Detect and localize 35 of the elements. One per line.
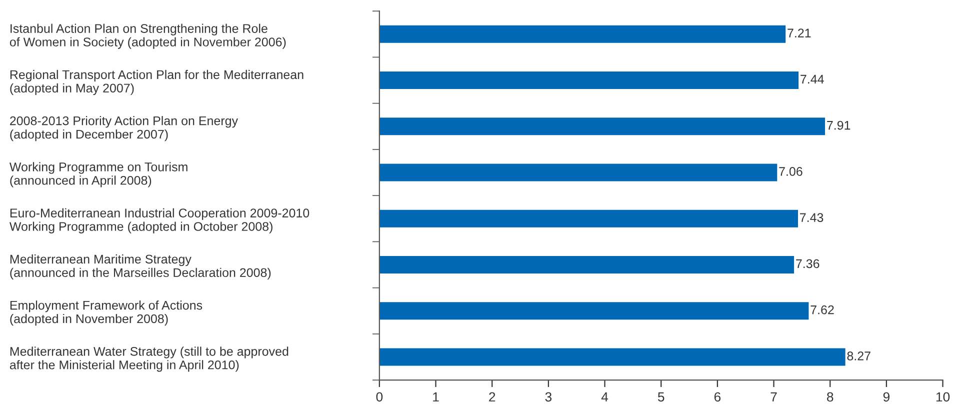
bar bbox=[379, 164, 778, 182]
x-tick-label: 9 bbox=[883, 392, 890, 402]
data-label: 7.06 bbox=[779, 167, 802, 176]
y-tick-label: Istanbul Action Plan on Strengthening the Role of Women in Society (adopted in November 2006) bbox=[10, 24, 286, 49]
data-label: 7.91 bbox=[827, 120, 850, 130]
bar bbox=[379, 25, 786, 43]
x-tick-label: 3 bbox=[545, 392, 552, 402]
x-tick-label: 2 bbox=[489, 392, 496, 402]
data-label: 7.44 bbox=[800, 74, 824, 84]
bar bbox=[379, 71, 799, 90]
data-label: 8.27 bbox=[847, 352, 870, 360]
y-tick-label: Mediterranean Water Strategy (still to be approved after the Ministerial Meeting in April 2010) bbox=[10, 346, 288, 372]
x-tick-label: 8 bbox=[827, 392, 834, 402]
x-tick-label: 6 bbox=[714, 392, 721, 402]
bar bbox=[379, 302, 809, 320]
bar bbox=[379, 348, 846, 366]
x-tick-label: 5 bbox=[658, 392, 664, 402]
data-label: 7.62 bbox=[810, 305, 834, 314]
bar bbox=[379, 256, 794, 274]
data-label: 7.43 bbox=[800, 213, 824, 222]
bar bbox=[379, 210, 798, 228]
y-tick-label: Regional Transport Action Plan for the Mediterranean (adopted in May 2007) bbox=[10, 70, 304, 96]
x-tick-label: 0 bbox=[376, 392, 383, 402]
x-tick-label: 4 bbox=[601, 392, 608, 402]
x-tick-label: 10 bbox=[936, 392, 950, 402]
y-tick-label: Mediterranean Maritime Strategy (announced in the Marseilles Declaration 2008) bbox=[10, 254, 271, 280]
data-label: 7.21 bbox=[788, 28, 811, 38]
data-label: 7.36 bbox=[796, 259, 820, 268]
y-tick-label: Euro-Mediterranean Industrial Cooperation 2009-2010 Working Programme (adopted in October 2008) bbox=[9, 208, 310, 234]
y-tick-label: 2008-2013 Priority Action Plan on Energy (adopted in December 2007) bbox=[10, 116, 238, 142]
x-tick-label: 1 bbox=[433, 392, 439, 402]
y-tick-label: Employment Framework of Actions (adopted in November 2008) bbox=[10, 300, 202, 326]
bar bbox=[379, 118, 826, 136]
x-tick-label: 7 bbox=[770, 392, 777, 402]
y-tick-label: Working Programme on Tourism (announced in April 2008) bbox=[9, 162, 188, 188]
